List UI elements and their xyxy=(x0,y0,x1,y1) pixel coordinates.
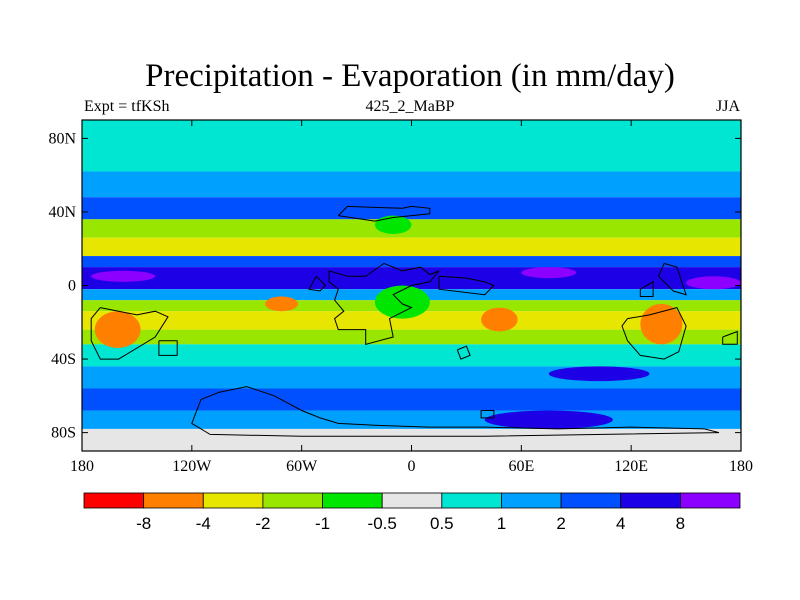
contour-band xyxy=(82,237,741,257)
contour-band xyxy=(82,171,741,198)
dry-cell xyxy=(94,311,141,349)
coastlines xyxy=(90,205,738,437)
colorbar-swatch xyxy=(381,492,443,509)
dry-cell xyxy=(640,303,683,345)
wet-cell xyxy=(686,276,742,290)
colorbar-swatch xyxy=(262,492,323,509)
colorbar-label: 8 xyxy=(676,514,685,533)
green-patch xyxy=(374,215,412,235)
coastline xyxy=(328,262,440,345)
contour-band xyxy=(82,256,741,268)
contour-band xyxy=(82,219,741,238)
colorbar-label: 2 xyxy=(556,514,565,533)
colorbar-swatch xyxy=(83,492,145,509)
coastline xyxy=(158,340,178,356)
period-label: 425_2_MaBP xyxy=(365,98,455,115)
dry-cell xyxy=(481,307,518,332)
x-tick-label: 180 xyxy=(729,458,753,475)
y-tick-label: 80N xyxy=(48,130,76,147)
colorbar-label: 0.5 xyxy=(430,514,454,533)
wet-patch xyxy=(548,366,650,382)
wet-patch xyxy=(484,410,613,429)
colorbar-label: -1 xyxy=(315,514,330,533)
colorbar-label: -2 xyxy=(255,514,270,533)
x-tick-label: 120W xyxy=(172,458,212,475)
colorbar-label: 1 xyxy=(497,514,506,533)
coastline xyxy=(90,307,169,360)
coastline xyxy=(337,205,431,222)
coastline xyxy=(438,275,495,296)
y-tick-label: 40S xyxy=(51,351,76,368)
coastline xyxy=(480,410,495,419)
coastline xyxy=(456,345,471,360)
contour-band xyxy=(82,388,741,411)
x-tick-label: 120E xyxy=(614,458,648,475)
coastline xyxy=(639,280,654,297)
colorbar-swatch xyxy=(560,492,622,509)
x-tick-label: 180 xyxy=(70,458,94,475)
y-tick-label: 0 xyxy=(68,278,76,295)
colorbar-label: -4 xyxy=(196,514,211,533)
colorbar-swatch xyxy=(441,492,502,509)
x-tick-label: 0 xyxy=(408,458,416,475)
contour-band xyxy=(82,120,741,172)
x-tick-label: 60W xyxy=(286,458,318,475)
experiment-label: Expt = tfKSh xyxy=(84,98,170,115)
coastline xyxy=(308,275,327,292)
axes: 180 120W 60W 0 60E 120E 180 80N 40N 0 40S 80S xyxy=(48,120,753,475)
colorbar-swatch xyxy=(202,492,264,509)
x-tick-label: 60E xyxy=(508,458,534,475)
season-label: JJA xyxy=(715,98,740,115)
wet-cell xyxy=(521,267,577,279)
chart-title: Precipitation - Evaporation (in mm/day) xyxy=(145,58,675,94)
y-tick-label: 80S xyxy=(51,425,76,442)
colorbar-swatch xyxy=(501,492,562,509)
coastline xyxy=(191,386,720,437)
contour-band xyxy=(82,311,741,330)
colorbar-swatch xyxy=(620,492,681,509)
colorbar-swatch xyxy=(322,492,383,509)
colorbar-label: -8 xyxy=(136,514,151,533)
coastline xyxy=(658,262,687,296)
contour-band xyxy=(82,197,741,220)
colorbar-swatch xyxy=(679,492,741,509)
coastline xyxy=(621,307,687,360)
y-tick-label: 40N xyxy=(48,204,76,221)
colorbar-label: -0.5 xyxy=(368,514,397,533)
wet-cell xyxy=(91,270,156,282)
colorbar-swatch xyxy=(143,492,204,509)
green-patch xyxy=(374,285,430,319)
colorbar-label: 4 xyxy=(616,514,625,533)
coastline xyxy=(722,330,738,345)
contour-band xyxy=(82,344,741,367)
contour-band xyxy=(82,329,741,345)
colorbar: -8 -4 -2 -1 -0.5 0.5 1 2 4 8 xyxy=(83,492,741,533)
dry-cell xyxy=(265,296,299,312)
